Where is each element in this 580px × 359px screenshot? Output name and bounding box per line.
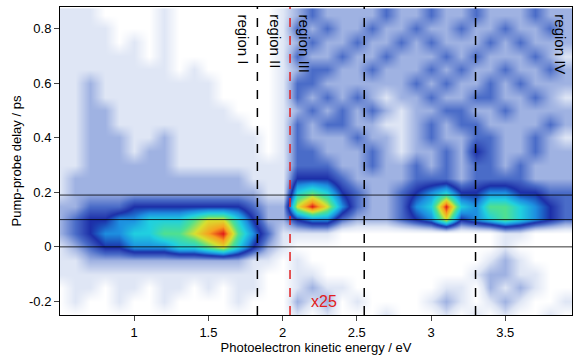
svg-text:Pump-probe delay / ps: Pump-probe delay / ps xyxy=(9,95,24,226)
svg-text:Photoelectron kinetic energy /: Photoelectron kinetic energy / eV xyxy=(221,340,412,355)
svg-text:2: 2 xyxy=(279,325,286,340)
svg-text:0.6: 0.6 xyxy=(33,76,51,91)
svg-text:0.2: 0.2 xyxy=(33,185,51,200)
svg-text:region II: region II xyxy=(267,14,284,68)
svg-text:0.8: 0.8 xyxy=(33,21,51,36)
svg-text:1: 1 xyxy=(131,325,138,340)
svg-text:region I: region I xyxy=(235,14,252,64)
svg-text:0.4: 0.4 xyxy=(33,130,51,145)
svg-text:region III: region III xyxy=(296,15,313,73)
svg-text:region IV: region IV xyxy=(552,14,569,74)
svg-text:0: 0 xyxy=(44,239,51,254)
svg-text:-0.2: -0.2 xyxy=(29,294,51,309)
svg-text:3: 3 xyxy=(427,325,434,340)
svg-text:2.5: 2.5 xyxy=(348,325,366,340)
svg-text:3.5: 3.5 xyxy=(496,325,514,340)
svg-text:x25: x25 xyxy=(311,293,337,310)
svg-text:1.5: 1.5 xyxy=(199,325,217,340)
